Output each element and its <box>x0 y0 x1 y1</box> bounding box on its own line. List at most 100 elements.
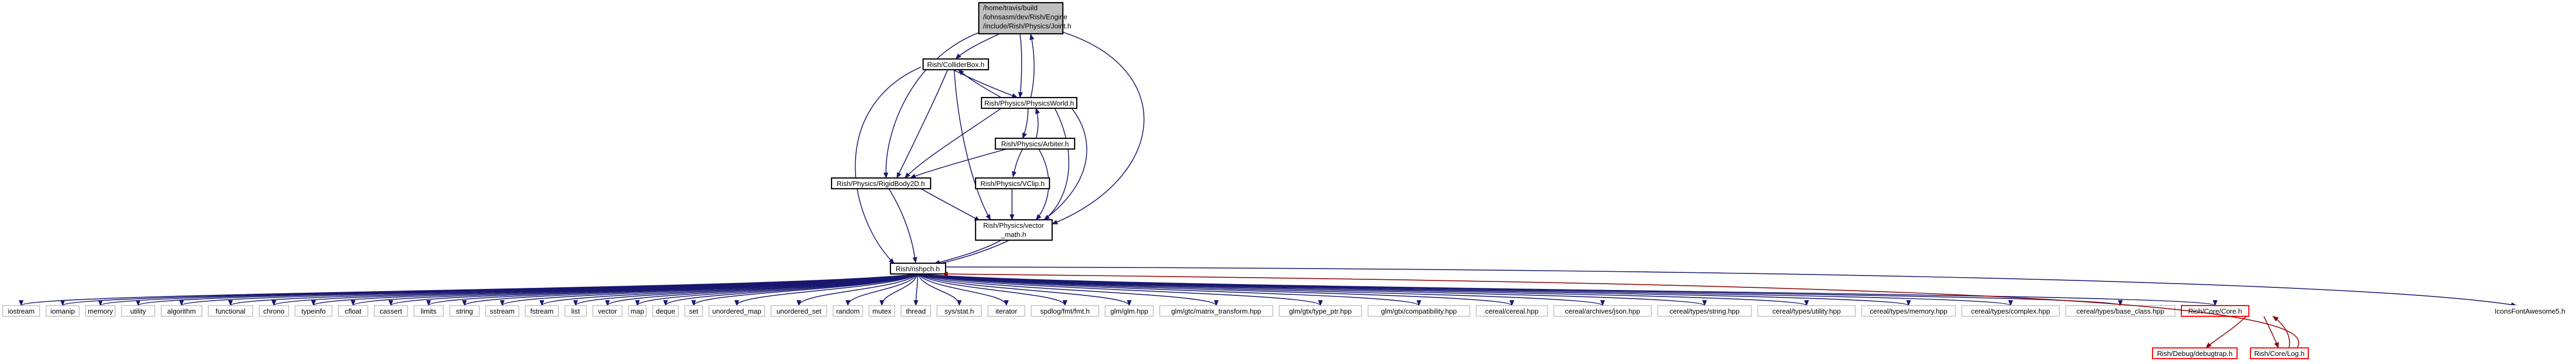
node-physics-world-h-label: Rish/Physics/PhysicsWorld.h <box>984 99 1074 107</box>
node-header-algorithm[interactable]: algorithm <box>161 305 202 317</box>
node-header-glm-gtc-matrix-transform-hpp[interactable]: glm/gtc/matrix_transform.hpp <box>1159 305 1273 317</box>
node-header-cereal-cereal-hpp[interactable]: cereal/cereal.hpp <box>1476 305 1548 317</box>
node-header-deque[interactable]: deque <box>652 305 679 317</box>
node-header-functional[interactable]: functional <box>208 305 253 317</box>
node-rishpch-h[interactable]: Rish/rishpch.h <box>889 262 947 275</box>
edge-world-rigid <box>904 108 1002 179</box>
edge-world-collider <box>958 69 1002 98</box>
node-rishpch-h-label: Rish/rishpch.h <box>896 265 940 273</box>
node-header-sys-stat-h[interactable]: sys/stat.h <box>936 305 982 317</box>
fan-out-edges <box>19 273 2217 307</box>
node-header-cassert[interactable]: cassert <box>374 305 408 317</box>
node-header-list[interactable]: list <box>564 305 587 317</box>
edge-corelog-pch <box>941 271 2300 348</box>
node-header-iostream[interactable]: iostream <box>2 305 40 317</box>
node-vector-math-h[interactable]: Rish/Physics/vector _math.h <box>975 219 1053 241</box>
node-header-cfloat[interactable]: cfloat <box>338 305 368 317</box>
node-header-glm-gtx-compatibility-hpp[interactable]: glm/gtx/compatibility.hpp <box>1368 305 1470 317</box>
node-header-label: cassert <box>380 307 402 315</box>
node-rigidbody2d-h[interactable]: Rish/Physics/RigidBody2D.h <box>830 177 932 190</box>
node-arbiter-h[interactable]: Rish/Physics/Arbiter.h <box>994 137 1076 150</box>
node-header-vector[interactable]: vector <box>592 305 623 317</box>
node-header-mutex[interactable]: mutex <box>868 305 895 317</box>
node-header-chrono[interactable]: chrono <box>259 305 289 317</box>
node-header-typeinfo[interactable]: typeinfo <box>294 305 333 317</box>
node-arbiter-h-label: Rish/Physics/Arbiter.h <box>1001 140 1069 148</box>
node-vclip-h[interactable]: Rish/Physics/VClip.h <box>975 177 1051 190</box>
node-header-label: vector <box>598 307 617 315</box>
node-vector-math-h-line1: Rish/Physics/vector <box>983 221 1044 229</box>
edge-pch-cfloat <box>351 273 918 307</box>
edge-pch-deque <box>663 273 918 307</box>
node-header-glm-glm-hpp[interactable]: glm/glm.hpp <box>1105 305 1154 317</box>
node-core-log-h[interactable]: Rish/Core/Log.h <box>2250 347 2309 359</box>
node-header-label: glm/gtc/matrix_transform.hpp <box>1171 307 1261 315</box>
node-header-unordered-set[interactable]: unordered_set <box>770 305 827 317</box>
edge-pch-chrono <box>271 273 918 307</box>
node-header-label: cereal/cereal.hpp <box>1485 307 1539 315</box>
node-joint-h[interactable]: /home/travis/build /lohnsasm/dev/Rish/En… <box>978 2 1071 35</box>
node-header-label: cereal/archives/json.hpp <box>1565 307 1640 315</box>
node-header-label: map <box>631 307 644 315</box>
edge-joint-world <box>1018 34 1023 99</box>
header-row: iostream iomanip memory utility algorithm fun… <box>2 305 2249 317</box>
edge-collider-vm <box>954 69 991 220</box>
node-header-label: cfloat <box>345 307 361 315</box>
node-header-memory[interactable]: memory <box>85 305 116 317</box>
node-header-label: functional <box>216 307 246 315</box>
edge-collider-pch <box>855 66 921 264</box>
edge-arbiter-rigid <box>909 148 1007 179</box>
edge-pch-glm-gtx-compatibility-hpp <box>917 273 1422 307</box>
node-header-utility[interactable]: utility <box>121 305 155 317</box>
node-physics-world-h[interactable]: Rish/Physics/PhysicsWorld.h <box>980 96 1078 109</box>
node-header-map[interactable]: map <box>628 305 647 317</box>
node-icons-fontawesome5-h[interactable]: IconsFontAwesome5.h <box>2490 305 2570 317</box>
node-header-spdlog-fmt-fmt-h[interactable]: spdlog/fmt/fmt.h <box>1031 305 1099 317</box>
node-header-cereal-archives-json-hpp[interactable]: cereal/archives/json.hpp <box>1553 305 1652 317</box>
edge-core-debugtrap <box>2205 316 2247 348</box>
node-collider-box-h[interactable]: Rish/ColliderBox.h <box>922 58 989 71</box>
node-header-unordered-map[interactable]: unordered_map <box>708 305 765 317</box>
node-debugtrap-h[interactable]: Rish/Debug/debugtrap.h <box>2152 347 2238 359</box>
edge-pch-cereal-cereal-hpp <box>917 273 1514 307</box>
node-header-glm-gtx-type-ptr-hpp[interactable]: glm/gtx/type_ptr.hpp <box>1279 305 1362 317</box>
node-header-set[interactable]: set <box>684 305 703 317</box>
node-header-label: string <box>456 307 473 315</box>
node-header-fstream[interactable]: fstream <box>525 305 559 317</box>
node-header-limits[interactable]: limits <box>413 305 444 317</box>
edge-pch-cereal-types-complex-hpp <box>917 273 2013 307</box>
edge-pch-cereal-types-base-class-hpp <box>917 273 2122 307</box>
node-header-label: unordered_set <box>776 307 821 315</box>
node-header-cereal-types-utility-hpp[interactable]: cereal/types/utility.hpp <box>1757 305 1856 317</box>
node-joint-h-line1: /home/travis/build <box>983 4 1038 12</box>
edge-world-vm <box>1044 108 1069 220</box>
node-header-label: glm/gtx/compatibility.hpp <box>1381 307 1456 315</box>
node-header-cereal-types-memory-hpp[interactable]: cereal/types/memory.hpp <box>1861 305 1956 317</box>
node-header-cereal-types-complex-hpp[interactable]: cereal/types/complex.hpp <box>1961 305 2060 317</box>
edge-world-joint <box>1029 33 1035 98</box>
node-header-iterator[interactable]: iterator <box>987 305 1025 317</box>
node-header-sstream[interactable]: sstream <box>485 305 519 317</box>
node-header-cereal-types-base-class-hpp[interactable]: cereal/types/base_class.hpp <box>2065 305 2175 317</box>
node-header-iomanip[interactable]: iomanip <box>46 305 80 317</box>
node-debugtrap-h-label: Rish/Debug/debugtrap.h <box>2157 350 2233 358</box>
node-joint-h-line2: /lohnsasm/dev/Rish/Engine <box>983 13 1068 21</box>
node-header-random[interactable]: random <box>833 305 863 317</box>
edge-pch-spdlog-fmt-fmt-h <box>917 273 1068 307</box>
node-header-label: sstream <box>490 307 515 315</box>
edge-corelog-core <box>2272 316 2290 348</box>
edge-pch-iterator <box>917 273 1009 307</box>
edge-world-pch <box>931 107 1087 267</box>
node-header-cereal-types-string-hpp[interactable]: cereal/types/string.hpp <box>1657 305 1752 317</box>
node-header-rish-core-core-h[interactable]: Rish/Core/Core.h <box>2181 305 2249 317</box>
edge-pch-random <box>845 273 918 307</box>
edge-arbiter-vclip <box>1011 148 1023 178</box>
node-header-thread[interactable]: thread <box>901 305 931 317</box>
node-header-string[interactable]: string <box>449 305 480 317</box>
node-header-label: fstream <box>530 307 553 315</box>
node-joint-h-line3: /include/Rish/Physics/Joint.h <box>983 22 1071 30</box>
node-header-label: algorithm <box>167 307 195 315</box>
edge-joint-collider <box>955 34 999 60</box>
node-collider-box-h-label: Rish/ColliderBox.h <box>927 61 985 69</box>
